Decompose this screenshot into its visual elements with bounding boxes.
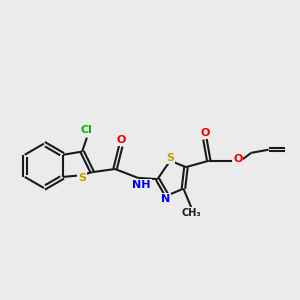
Text: Cl: Cl [81, 125, 93, 135]
Text: S: S [166, 153, 174, 163]
Text: S: S [78, 173, 86, 183]
Text: N: N [161, 194, 170, 204]
Text: O: O [233, 154, 243, 164]
Text: CH₃: CH₃ [182, 208, 201, 218]
Text: NH: NH [132, 180, 151, 190]
Text: O: O [200, 128, 210, 138]
Text: O: O [117, 135, 126, 145]
